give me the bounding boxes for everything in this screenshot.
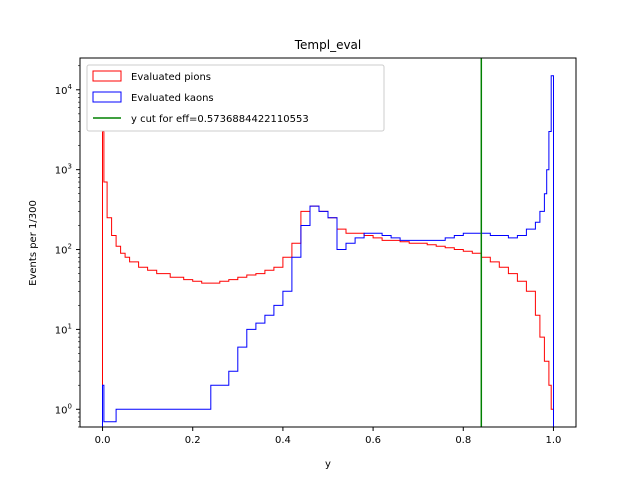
legend-label-2: y cut for eff=0.5736884422110553	[131, 114, 309, 125]
x-tick-label: 0.8	[455, 435, 471, 446]
x-axis: 0.0 0.2 0.4 0.6 0.8 1.0	[95, 427, 562, 446]
series-layer	[102, 75, 554, 427]
y-tick-label: 100	[55, 402, 72, 416]
legend-label-1: Evaluated kaons	[131, 93, 214, 104]
x-axis-label: y	[325, 459, 331, 470]
legend-label-0: Evaluated pions	[131, 72, 211, 83]
y-tick-label: 104	[55, 83, 73, 97]
legend-frame	[86, 64, 385, 132]
x-tick-label: 1.0	[546, 435, 562, 446]
x-tick-label: 0.4	[275, 435, 291, 446]
x-tick-label: 0.2	[185, 435, 201, 446]
y-tick-label: 103	[55, 163, 72, 177]
x-tick-label: 0.0	[95, 435, 111, 446]
y-tick-label: 102	[55, 243, 72, 257]
legend-swatch-1	[92, 91, 122, 103]
chart-title: Templ_eval	[294, 38, 362, 52]
plot-frame	[79, 57, 577, 428]
legend-swatch-0	[92, 70, 122, 82]
y-tick-label: 101	[55, 322, 72, 336]
series-1-line	[102, 75, 554, 427]
x-tick-label: 0.6	[365, 435, 381, 446]
y-axis-label: Events per 1/300	[28, 200, 39, 286]
legend: Evaluated pions Evaluated kaons y cut for …	[86, 64, 385, 132]
y-axis: 100 101 102 103 104	[55, 65, 80, 428]
